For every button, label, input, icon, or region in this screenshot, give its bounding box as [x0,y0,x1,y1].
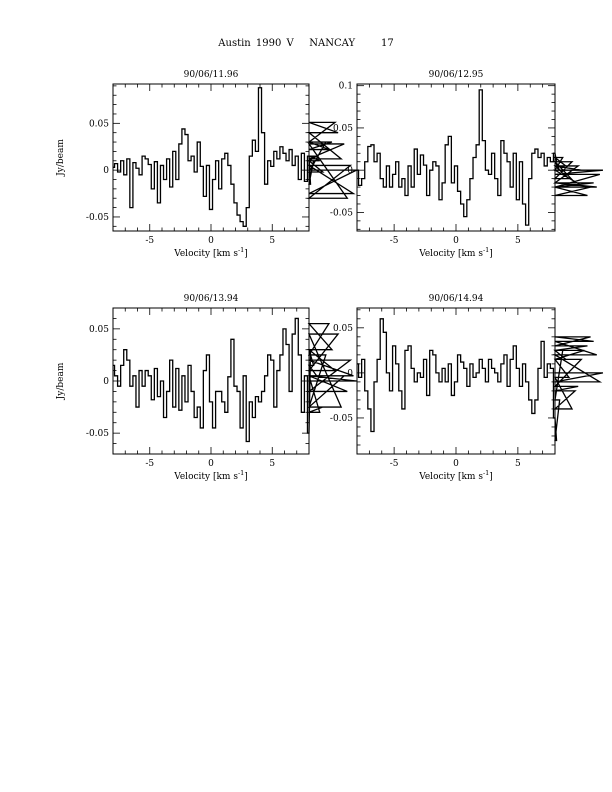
y-tick-label: 0.05 [89,119,109,129]
x-tick-label: 5 [515,459,521,469]
x-axis-label: Velocity [km s-1] [173,469,248,482]
y-tick-label: 0.05 [333,324,353,334]
x-tick-label: 0 [453,459,459,469]
x-tick-label: -5 [145,459,154,469]
y-axis-label: Jy/beam [56,362,66,400]
x-tick-label: 5 [269,459,275,469]
spectrum-line [357,318,604,442]
panel-title: 90/06/11.96 [184,70,239,80]
x-axis-label: Velocity [km s-1] [418,246,493,259]
y-axis-label: Jy/beam [56,139,66,177]
panel-title: 90/06/13.94 [184,294,239,304]
x-tick-label: -5 [390,236,399,246]
x-tick-label: 5 [515,236,521,246]
y-tick-label: -0.05 [86,429,109,439]
spectrum-panel-4: 90/06/14.94 -5 0 5 -0.05 0 0.05 Velocity [km s-… [330,294,604,482]
panel-title: 90/06/12.95 [429,70,484,80]
y-tick-label: 0 [347,369,353,379]
y-tick-label: 0.05 [333,124,353,134]
x-tick-label: 5 [269,236,275,246]
spectrum-line [357,89,604,226]
page-title: Austin 1990 V NANCAY 17 [218,38,394,49]
x-axis-label: Velocity [km s-1] [173,246,248,259]
y-tick-label: -0.05 [330,208,353,218]
y-tick-label: -0.05 [86,213,109,223]
x-tick-label: -5 [390,459,399,469]
x-tick-label: 0 [208,236,214,246]
x-axis-label: Velocity [km s-1] [418,469,493,482]
x-tick-label: 0 [453,236,459,246]
spectrum-panel-1: 90/06/11.96 -5 0 5 -0.05 0 0.05 Velocity [km s-… [56,70,357,259]
spectrum-panel-3: 90/06/13.94 -5 0 5 -0.05 0 0.05 Velocity [km s-… [56,294,357,482]
spectrum-panel-2: 90/06/12.95 -5 0 5 -0.05 0 0.05 0.1 Velocity [km… [330,70,604,259]
x-tick-label: 0 [208,459,214,469]
panel-title: 90/06/14.94 [429,294,484,304]
y-tick-label: 0 [347,166,353,176]
x-tick-label: -5 [145,236,154,246]
y-tick-label: -0.05 [330,414,353,424]
spectrum-line [113,87,357,227]
y-tick-label: 0.1 [339,82,353,92]
y-tick-label: 0 [103,377,109,387]
y-tick-label: 0.05 [89,325,109,335]
y-tick-label: 0 [103,166,109,176]
spectrum-line [113,317,357,443]
